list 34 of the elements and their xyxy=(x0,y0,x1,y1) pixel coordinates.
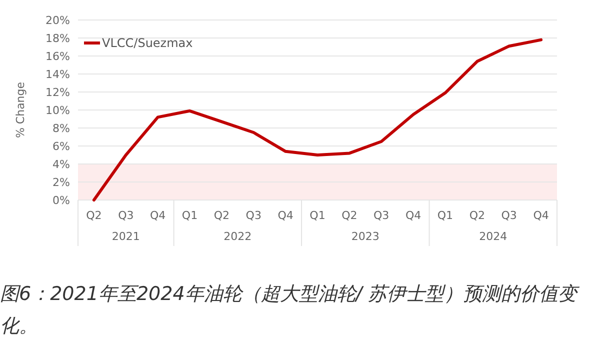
y-tick-label: 20% xyxy=(46,14,70,27)
y-tick-label: 4% xyxy=(52,158,70,171)
line-series xyxy=(92,38,543,202)
x-tick-label: Q2 xyxy=(214,209,230,222)
caption: 图6：2021年至2024年油轮（超大型油轮/ 苏伊士型）预测的价值变化。 xyxy=(0,282,580,339)
y-tick-label: 12% xyxy=(46,86,70,99)
x-tick-label: Q3 xyxy=(118,209,134,222)
text: 2021 xyxy=(112,230,140,243)
x-tick-label: Q2 xyxy=(86,209,102,222)
y-axis-title: % Change xyxy=(14,82,27,138)
x-tick-label: Q4 xyxy=(150,209,166,222)
x-tick-label: Q2 xyxy=(469,209,486,222)
x-tick-label: Q3 xyxy=(246,209,262,222)
x-tick-label: Q4 xyxy=(278,209,294,222)
y-tick-label: 18% xyxy=(46,32,70,45)
text: 2023 xyxy=(351,230,380,243)
legend-label: VLCC/Suezmax xyxy=(102,36,193,50)
x-tick-label: Q1 xyxy=(310,209,326,222)
text: 2024 xyxy=(479,230,508,243)
y-tick-label: 14% xyxy=(46,68,70,81)
y-tick-label: 8% xyxy=(52,122,70,135)
y-tick-label: 0% xyxy=(52,194,70,207)
y-tick-label: 10% xyxy=(46,104,70,117)
y-tick-label: 6% xyxy=(52,140,70,153)
x-tick-label: Q1 xyxy=(182,209,198,222)
x-tick-label: Q4 xyxy=(533,209,549,222)
y-tick-label: 16% xyxy=(46,50,70,63)
x-tick-label: Q2 xyxy=(342,209,358,222)
x-tick-label: Q1 xyxy=(437,209,454,222)
x-tick-label: Q4 xyxy=(405,209,422,222)
x-tick-label: Q3 xyxy=(374,209,390,222)
x-tick-label: Q3 xyxy=(501,209,517,222)
text: 2022 xyxy=(224,230,252,243)
y-tick-label: 2% xyxy=(52,176,70,189)
